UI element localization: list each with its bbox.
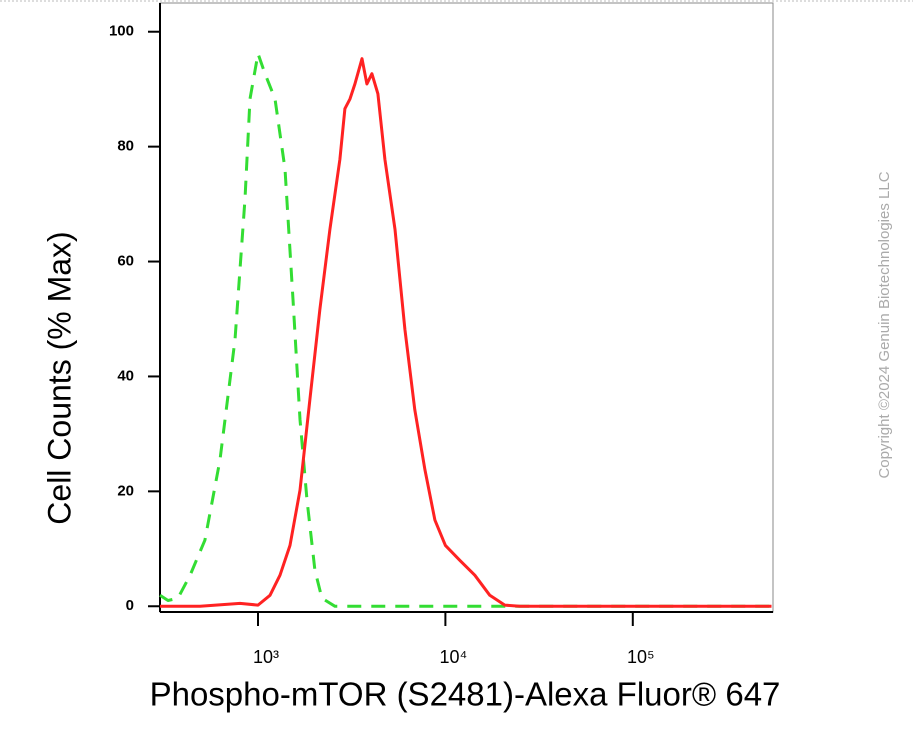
y-axis-label: Cell Counts (% Max) [41,231,77,524]
y-tick-label: 0 [126,597,134,614]
x-tick-label: 10³ [253,647,279,667]
y-tick-label: 20 [117,482,134,499]
x-tick-label: 10⁵ [627,647,654,667]
series-line [160,57,772,608]
x-axis-label: Phospho-mTOR (S2481)-Alexa Fluor® 647 [150,676,781,713]
y-tick-label: 40 [117,367,134,384]
series-line [159,52,772,608]
y-tick-label: 100 [109,23,134,40]
watermark: Copyright ©2024 Genuin Biotechnologies L… [876,171,893,478]
y-tick-label: 80 [117,138,134,155]
y-tick-label: 60 [117,253,134,270]
x-tick-label: 10⁴ [440,647,468,667]
